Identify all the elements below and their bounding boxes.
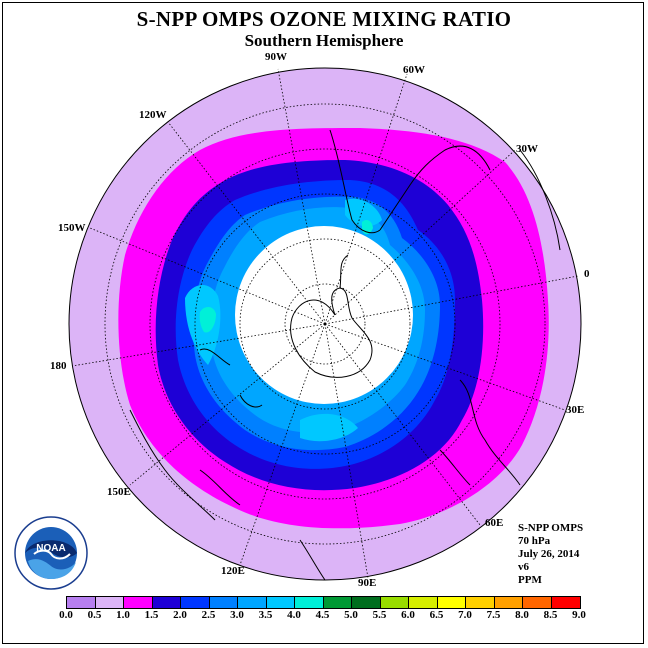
lon-label-120w: 120W [139,109,167,121]
colorbar-tick-label: 0.0 [59,609,73,621]
colorbar-tick-label: 6.5 [429,609,444,621]
colorbar-swatch [466,597,495,608]
graticule [71,68,579,579]
info-version: v6 [518,561,529,573]
map-subtitle: Southern Hemisphere [244,31,404,50]
colorbar-swatch [494,597,523,608]
colorbar-tick-label: 8.5 [543,609,558,621]
colorbar-tick-label: 0.5 [87,609,102,621]
lon-label-0: 0 [584,268,590,280]
lon-label-180: 180 [50,360,67,372]
info-date: July 26, 2014 [518,548,580,560]
colorbar-tick-label: 5.0 [344,609,358,621]
lon-label-150w: 150W [58,222,86,234]
coastlines [129,129,561,581]
colorbar-tick-label: 8.0 [515,609,529,621]
colorbar-tick-label: 5.5 [372,609,387,621]
lon-label-30w: 30W [516,143,538,155]
map-title: S-NPP OMPS OZONE MIXING RATIO [136,7,512,31]
colorbar-tick-label: 1.5 [144,609,159,621]
noaa-logo-text: NOAA [36,543,65,554]
no-data-region [235,226,413,404]
lon-label-90e: 90E [358,577,377,589]
contour-band-4.0-4.5 [199,306,216,333]
colorbar-swatch [181,597,210,608]
lon-label-60w: 60W [403,64,425,76]
colorbar-tick-label: 2.0 [173,609,187,621]
colorbar-swatch [380,597,409,608]
colorbar-tick-label: 6.0 [401,609,415,621]
colorbar-tick-label: 9.0 [572,609,586,621]
colorbar-tick-label: 2.5 [201,609,216,621]
colorbar-swatch [323,597,352,608]
map-boundary [68,67,582,581]
colorbar-swatch [124,597,153,608]
contour-band-3.5-4.0 [300,413,358,442]
info-pressure: 70 hPa [518,535,551,547]
south-pole-marker [323,322,327,326]
lon-label-150e: 150E [107,486,131,498]
lon-label-120e: 120E [221,565,245,577]
colorbar-swatch [551,597,580,608]
colorbar-swatch [95,597,124,608]
colorbar-swatch [409,597,438,608]
lon-label-60e: 60E [485,517,504,529]
contour-band-4.0-4.5 [362,220,373,235]
colorbar-swatch [238,597,267,608]
colorbar [66,596,581,609]
colorbar-swatch [67,597,96,608]
colorbar-swatch [152,597,181,608]
colorbar-tick-label: 1.0 [116,609,130,621]
info-instrument: S-NPP OMPS [518,522,584,534]
colorbar-swatch [266,597,295,608]
colorbar-tick-label: 7.5 [486,609,501,621]
colorbar-tick-label: 3.5 [258,609,273,621]
colorbar-tick-label: 3.0 [230,609,244,621]
colorbar-swatch [523,597,552,608]
colorbar-tick-label: 7.0 [458,609,472,621]
info-units: PPM [518,574,542,586]
colorbar-swatch [209,597,238,608]
colorbar-tick-label: 4.5 [315,609,330,621]
contour-band-3.5-4.0 [345,198,382,227]
noaa-logo-icon: NOAA [14,516,88,590]
lon-label-90w: 90W [265,51,287,63]
colorbar-swatch [352,597,381,608]
lon-label-30e: 30E [566,404,585,416]
colorbar-swatch [295,597,324,608]
colorbar-swatch [437,597,466,608]
colorbar-tick-label: 4.0 [287,609,301,621]
